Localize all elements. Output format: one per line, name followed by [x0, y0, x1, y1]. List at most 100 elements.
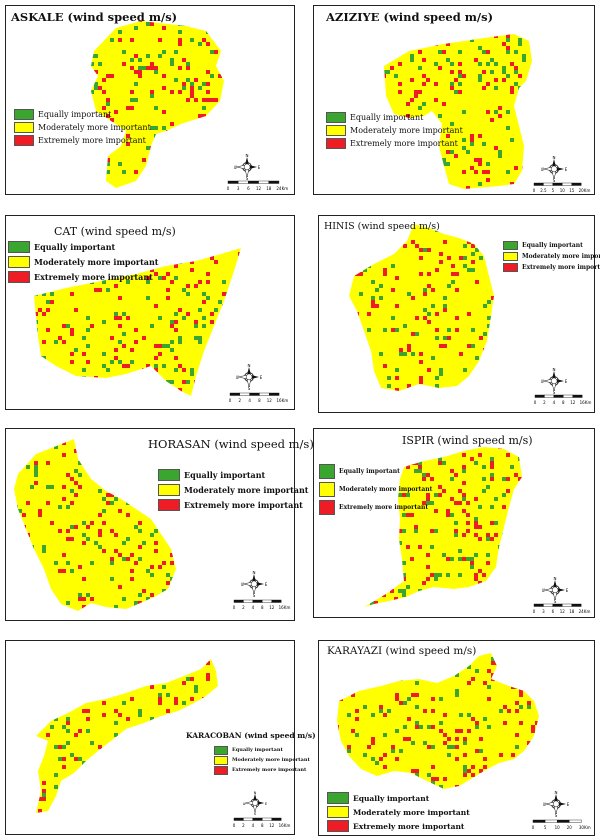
raster-cell	[22, 94, 26, 98]
raster-cell	[463, 264, 467, 268]
raster-cell	[114, 605, 118, 609]
raster-cell	[170, 805, 174, 809]
raster-cell	[558, 517, 562, 521]
raster-cell	[487, 697, 491, 701]
raster-cell	[384, 74, 386, 78]
raster-cell	[590, 42, 594, 46]
raster-cell	[62, 765, 66, 769]
raster-cell	[82, 797, 86, 801]
raster-cell	[474, 577, 478, 581]
scale-bar: 0 3 6 12 18 24 Km	[227, 180, 288, 191]
raster-cell	[502, 533, 506, 537]
raster-cell	[510, 465, 514, 469]
raster-cell	[414, 94, 418, 98]
raster-cell	[374, 449, 378, 453]
raster-cell	[486, 537, 490, 541]
raster-cell	[415, 316, 419, 320]
legend-swatch-equally	[158, 468, 180, 481]
raster-cell	[506, 186, 510, 189]
raster-cell	[446, 42, 450, 46]
raster-cell	[507, 224, 511, 228]
raster-cell	[495, 264, 499, 268]
raster-cell	[438, 26, 442, 30]
raster-cell	[282, 324, 286, 328]
scale-tick-label: 30	[579, 825, 585, 830]
raster-cell	[575, 344, 579, 348]
raster-cell	[358, 162, 362, 166]
raster-cell	[122, 781, 126, 785]
raster-cell	[367, 781, 371, 785]
raster-cell	[510, 182, 514, 186]
raster-cell	[102, 549, 106, 553]
raster-cell	[399, 701, 403, 705]
raster-cell	[531, 725, 535, 729]
raster-cell	[34, 288, 38, 292]
raster-cell	[126, 813, 130, 817]
raster-cell	[575, 645, 579, 649]
raster-cell	[6, 166, 10, 170]
raster-cell	[54, 745, 58, 749]
raster-cell	[567, 777, 571, 781]
raster-cell	[402, 593, 406, 597]
raster-cell	[186, 14, 190, 18]
raster-cell	[190, 82, 194, 86]
raster-cell	[554, 134, 558, 138]
raster-cell	[234, 517, 238, 521]
raster-cell	[590, 74, 594, 78]
raster-cell	[402, 513, 406, 517]
legend-label-moderately: Moderately more important	[34, 256, 159, 267]
raster-cell	[222, 673, 226, 677]
raster-cell	[522, 569, 526, 573]
raster-cell	[6, 154, 10, 158]
raster-cell	[154, 134, 158, 138]
raster-cell	[22, 769, 26, 773]
raster-cell	[586, 22, 590, 26]
raster-cell	[478, 62, 482, 66]
region-map-askale	[6, 14, 242, 188]
raster-cell	[563, 228, 567, 232]
raster-cell	[364, 569, 366, 573]
raster-cell	[182, 288, 186, 292]
raster-cell	[515, 216, 519, 220]
raster-cell	[466, 605, 470, 607]
raster-cell	[190, 166, 194, 170]
raster-cell	[246, 677, 250, 681]
raster-cell	[326, 581, 330, 585]
raster-cell	[486, 533, 490, 537]
raster-cell	[514, 50, 518, 54]
raster-cell	[274, 244, 278, 248]
raster-cell	[238, 14, 242, 18]
raster-cell	[335, 380, 339, 384]
raster-cell	[431, 709, 435, 713]
raster-cell	[431, 777, 435, 781]
raster-cell	[403, 244, 407, 248]
raster-cell	[382, 429, 386, 433]
raster-cell	[34, 292, 38, 296]
raster-cell	[462, 617, 466, 619]
raster-cell	[70, 809, 74, 813]
raster-cell	[375, 288, 379, 292]
raster-cell	[543, 328, 547, 332]
raster-cell	[463, 753, 467, 757]
raster-cell	[122, 701, 126, 705]
raster-cell	[174, 158, 178, 162]
raster-cell	[386, 609, 390, 613]
raster-cell	[34, 573, 38, 577]
raster-cell	[206, 82, 210, 86]
raster-cell	[587, 232, 591, 236]
raster-cell	[471, 344, 475, 348]
raster-cell	[86, 174, 90, 178]
raster-cell	[22, 805, 26, 809]
raster-cell	[427, 248, 431, 252]
raster-cell	[210, 98, 214, 102]
raster-cell	[510, 525, 514, 529]
raster-cell	[122, 445, 126, 449]
raster-cell	[435, 384, 439, 388]
raster-cell	[210, 138, 214, 142]
raster-cell	[30, 693, 34, 697]
raster-cell	[170, 138, 174, 142]
raster-cell	[479, 336, 483, 340]
raster-cell	[566, 114, 570, 118]
raster-cell	[391, 316, 395, 320]
raster-cell	[467, 769, 471, 773]
